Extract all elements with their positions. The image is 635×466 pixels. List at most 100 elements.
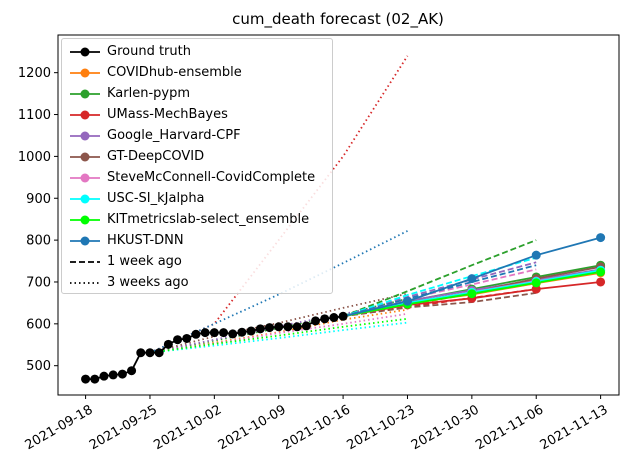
ground-truth-point-0	[81, 374, 91, 384]
forecast-point-2-2	[531, 284, 541, 294]
forecast-point-7-3	[596, 267, 606, 277]
y-tick-label-700: 700	[26, 275, 51, 290]
legend-label: KITmetricslab-select_ensemble	[107, 212, 310, 227]
legend-sample	[70, 89, 100, 99]
forecast-1wk-line-4	[342, 292, 537, 318]
forecast-1wk-line-1	[342, 239, 537, 318]
ground-truth-point-3	[108, 370, 118, 380]
legend-sample-marker	[80, 110, 90, 120]
legend-entry: GT-DeepCOVID	[62, 147, 332, 168]
legend-label: Google_Harvard-CPF	[107, 128, 241, 143]
ground-truth-point-6	[136, 348, 146, 358]
forecast-point-2-3	[596, 277, 606, 287]
ground-truth-point-2	[99, 371, 109, 381]
y-tick-label-500: 500	[26, 359, 51, 374]
y-tick-label-1200: 1200	[18, 66, 51, 81]
legend-entry: KITmetricslab-select_ensemble	[62, 210, 332, 231]
x-tick-label-5: 2021-10-23	[345, 402, 418, 453]
legend-entry: SteveMcConnell-CovidComplete	[62, 168, 332, 189]
ground-truth-point-15	[219, 328, 229, 338]
ground-truth-point-28	[338, 311, 348, 321]
x-tick-label-1: 2021-09-25	[87, 402, 160, 453]
legend-sample-marker	[80, 89, 90, 99]
legend-entry: COVIDhub-ensemble	[62, 63, 332, 84]
forecast-point-7-1	[467, 289, 477, 299]
forecast-3wk-line-6	[149, 321, 408, 354]
ground-truth-point-26	[320, 314, 330, 324]
forecast-point-8-2	[531, 250, 541, 260]
ground-truth-point-25	[311, 316, 321, 326]
legend-label: GT-DeepCOVID	[107, 149, 205, 164]
legend: Ground truth COVIDhub-ensemble Karlen-pypm…	[61, 38, 333, 294]
ground-truth-point-23	[292, 322, 302, 332]
legend-label: SteveMcConnell-CovidComplete	[107, 170, 316, 185]
ground-truth-point-12	[191, 329, 201, 339]
legend-sample-marker	[80, 236, 90, 246]
ground-truth-point-17	[237, 327, 247, 337]
ground-truth-point-19	[255, 324, 265, 334]
ground-truth-point-8	[154, 348, 164, 358]
ground-truth-point-22	[283, 322, 293, 332]
legend-entry: 1 week ago	[62, 252, 332, 273]
ground-truth-point-11	[182, 333, 192, 343]
x-tick-label-7: 2021-11-06	[473, 402, 546, 453]
ground-truth-point-18	[246, 326, 256, 336]
x-tick-label-8: 2021-11-13	[538, 402, 611, 453]
legend-sample-marker	[80, 131, 90, 141]
ground-truth-point-1	[90, 374, 100, 384]
legend-sample	[70, 131, 100, 141]
legend-entry: 3 weeks ago	[62, 273, 332, 294]
legend-entry: Google_Harvard-CPF	[62, 126, 332, 147]
legend-sample	[70, 47, 100, 57]
legend-sample	[70, 236, 100, 246]
legend-sample-marker	[80, 68, 90, 78]
y-tick-label-1100: 1100	[18, 108, 51, 123]
x-tick-label-3: 2021-10-09	[216, 402, 289, 453]
y-tick-label-600: 600	[26, 317, 51, 332]
forecast-point-8-1	[467, 274, 477, 284]
legend-sample	[70, 68, 100, 78]
legend-sample-marker	[80, 47, 90, 57]
forecast-point-8-0	[402, 296, 412, 306]
ground-truth-point-5	[127, 366, 137, 376]
ground-truth-point-16	[228, 329, 238, 339]
legend-entry: HKUST-DNN	[62, 231, 332, 252]
legend-sample-marker	[80, 173, 90, 183]
legend-sample	[70, 261, 100, 263]
forecast-point-7-2	[531, 278, 541, 288]
chart-title: cum_death forecast (02_AK)	[232, 10, 444, 29]
ground-truth-point-21	[274, 322, 284, 332]
forecast-3wk-line-7	[149, 317, 408, 354]
legend-sample	[70, 282, 100, 284]
forecast-3wk-line-5	[149, 312, 408, 354]
legend-sample	[70, 152, 100, 162]
legend-label: Karlen-pypm	[107, 86, 191, 101]
legend-label: 3 weeks ago	[107, 275, 189, 290]
forecast-1wk-line-3	[342, 261, 537, 318]
legend-sample-marker	[80, 152, 90, 162]
legend-entry: USC-SI_kJalpha	[62, 189, 332, 210]
ground-truth-point-10	[173, 335, 183, 345]
legend-entry: Ground truth	[62, 42, 332, 63]
ground-truth-point-13	[200, 328, 210, 338]
x-tick-label-2: 2021-10-02	[151, 402, 224, 453]
ground-truth-point-20	[265, 323, 275, 333]
y-tick-label-1000: 1000	[18, 150, 51, 165]
legend-label: 1 week ago	[107, 254, 182, 269]
legend-label: USC-SI_kJalpha	[107, 191, 205, 206]
legend-label: HKUST-DNN	[107, 233, 184, 248]
ground-truth-point-9	[163, 339, 173, 349]
legend-sample	[70, 110, 100, 120]
plot-frame	[57, 34, 620, 396]
legend-sample-marker	[80, 194, 90, 204]
ground-truth-point-24	[301, 321, 311, 331]
legend-entry: UMass-MechBayes	[62, 105, 332, 126]
y-tick-label-800: 800	[26, 234, 51, 249]
forecast-1wk-line-6	[342, 256, 537, 318]
legend-sample	[70, 173, 100, 183]
plot-area	[81, 55, 606, 384]
ground-truth-point-7	[145, 348, 155, 358]
x-tick-label-6: 2021-10-30	[409, 402, 482, 453]
forecast-1wk-line-5	[342, 268, 537, 318]
